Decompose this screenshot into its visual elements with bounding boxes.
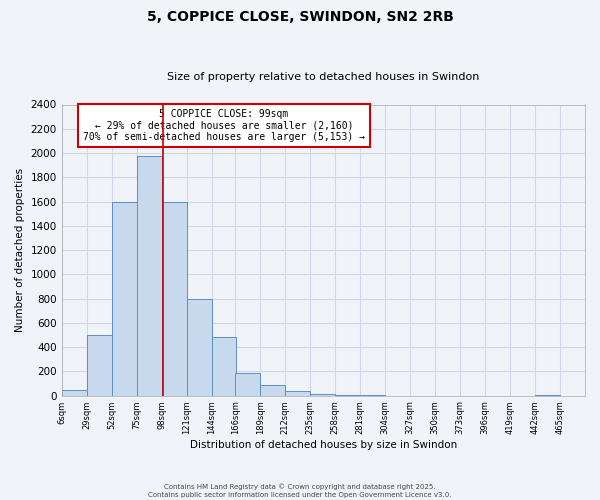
- Bar: [535, 395, 560, 396]
- Bar: [62, 390, 86, 396]
- Bar: [310, 394, 335, 396]
- Bar: [137, 156, 161, 396]
- Title: Size of property relative to detached houses in Swindon: Size of property relative to detached ho…: [167, 72, 479, 82]
- Bar: [335, 395, 360, 396]
- X-axis label: Distribution of detached houses by size in Swindon: Distribution of detached houses by size …: [190, 440, 457, 450]
- Bar: [187, 298, 212, 396]
- Bar: [235, 372, 260, 396]
- Text: Contains HM Land Registry data © Crown copyright and database right 2025.
Contai: Contains HM Land Registry data © Crown c…: [148, 484, 452, 498]
- Text: 5 COPPICE CLOSE: 99sqm
← 29% of detached houses are smaller (2,160)
70% of semi-: 5 COPPICE CLOSE: 99sqm ← 29% of detached…: [83, 109, 365, 142]
- Text: 5, COPPICE CLOSE, SWINDON, SN2 2RB: 5, COPPICE CLOSE, SWINDON, SN2 2RB: [146, 10, 454, 24]
- Bar: [112, 202, 137, 396]
- Bar: [260, 384, 286, 396]
- Bar: [286, 392, 310, 396]
- Bar: [86, 335, 112, 396]
- Bar: [212, 338, 236, 396]
- Y-axis label: Number of detached properties: Number of detached properties: [15, 168, 25, 332]
- Bar: [161, 202, 187, 396]
